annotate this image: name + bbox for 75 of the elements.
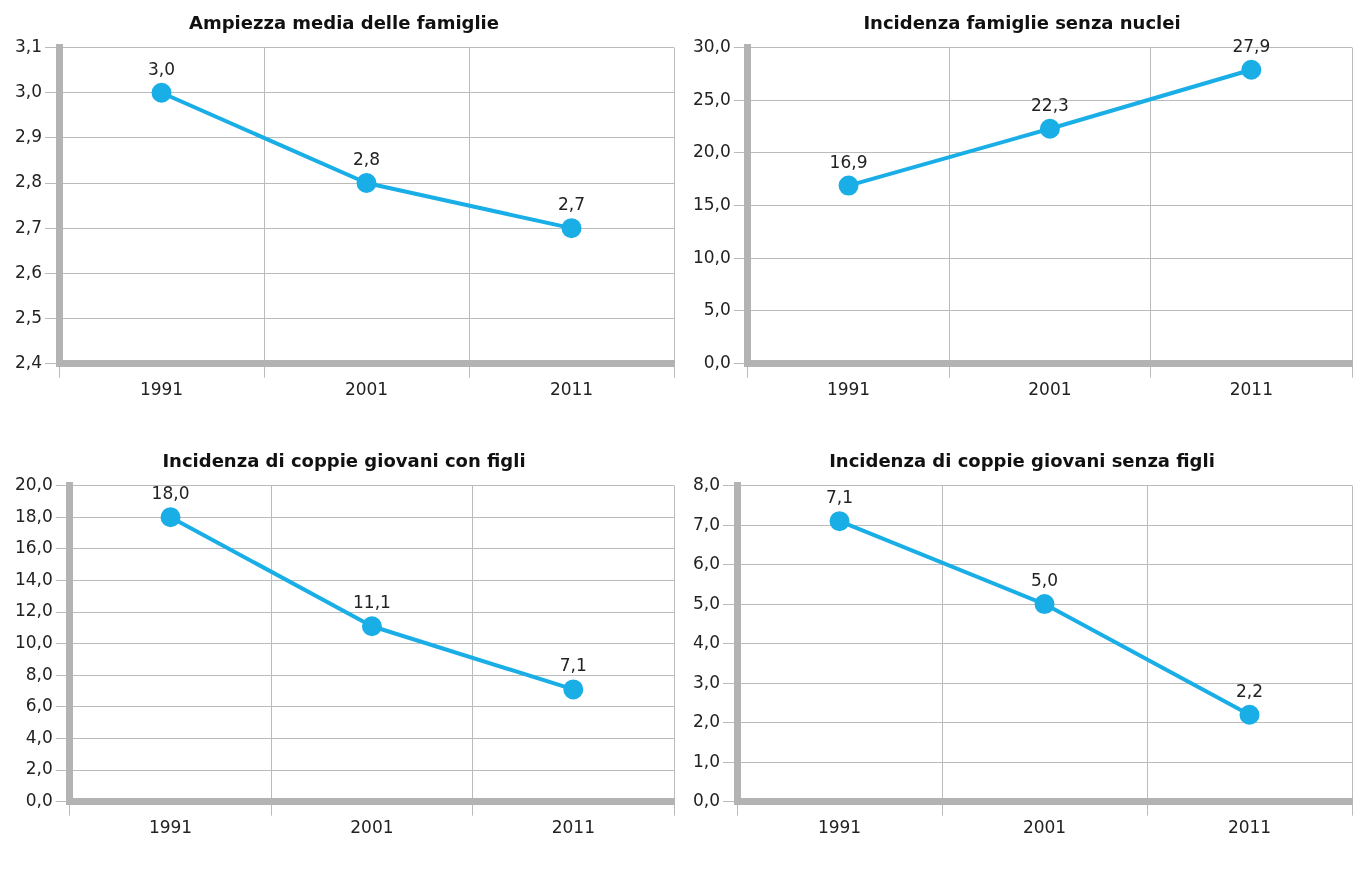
x-tick-label: 2011	[551, 817, 595, 838]
point	[1039, 118, 1060, 139]
data-label: 27,9	[1232, 35, 1271, 56]
y-tick-label: 3,1	[14, 36, 43, 57]
y-tick-label: 30,0	[692, 36, 731, 57]
y-tick-label: 10,0	[692, 246, 731, 267]
x-tick-label: 2001	[1028, 379, 1072, 400]
y-tick-label: 15,0	[692, 194, 731, 215]
x-tick-label: 1991	[817, 817, 862, 838]
point	[1034, 594, 1055, 615]
x-tick-label: 2001	[350, 817, 394, 838]
y-tick-label: 14,0	[14, 568, 53, 589]
chart-title: Incidenza famiglie senza nuclei	[863, 12, 1181, 34]
y-tick-label: 4,0	[25, 726, 53, 747]
data-label: 22,3	[1031, 94, 1069, 115]
y-tick-label: 5,0	[703, 299, 731, 320]
y-tick-label: 2,7	[14, 216, 43, 237]
point	[563, 679, 584, 700]
y-tick-label: 20,0	[692, 141, 731, 162]
x-tick-label: 2011	[1227, 817, 1272, 838]
point	[356, 173, 377, 194]
data-label: 2,7	[557, 194, 586, 215]
data-label: 16,9	[829, 151, 868, 172]
data-label: 5,0	[1030, 570, 1059, 591]
y-tick-label: 12,0	[14, 600, 53, 621]
point	[361, 616, 382, 637]
y-tick-label: 2,6	[14, 261, 43, 282]
point	[1239, 704, 1260, 725]
chart-title: Incidenza di coppie giovani con figli	[162, 450, 526, 472]
x-tick-label: 1991	[139, 379, 184, 400]
y-tick-label: 20,0	[14, 474, 53, 495]
data-label: 7,1	[826, 487, 854, 508]
point	[838, 175, 859, 196]
y-tick-label: 1,0	[692, 750, 721, 771]
x-tick-label: 2011	[549, 379, 594, 400]
data-label: 7,1	[559, 655, 587, 676]
point	[561, 218, 582, 239]
x-tick-label: 2011	[1229, 379, 1273, 400]
y-tick-label: 2,5	[14, 306, 43, 327]
chart-title: Incidenza di coppie giovani senza figli	[829, 450, 1215, 472]
y-tick-label: 2,4	[14, 352, 43, 373]
y-tick-label: 8,0	[25, 663, 53, 684]
x-tick-label: 2001	[1022, 817, 1067, 838]
y-tick-label: 5,0	[692, 592, 721, 613]
y-tick-label: 0,0	[692, 790, 721, 811]
y-tick-label: 2,0	[25, 758, 53, 779]
x-tick-label: 1991	[826, 379, 871, 400]
point	[160, 507, 181, 528]
x-tick-label: 1991	[148, 817, 193, 838]
x-tick-label: 2001	[344, 379, 389, 400]
data-label: 18,0	[151, 483, 190, 504]
y-tick-label: 0,0	[25, 790, 53, 811]
y-tick-label: 6,0	[25, 695, 53, 716]
y-tick-label: 8,0	[692, 474, 721, 495]
y-tick-label: 2,9	[14, 126, 43, 147]
y-tick-label: 3,0	[14, 81, 43, 102]
y-tick-label: 25,0	[692, 88, 731, 109]
y-tick-label: 10,0	[14, 632, 53, 653]
y-tick-label: 2,8	[14, 171, 43, 192]
y-tick-label: 18,0	[14, 505, 53, 526]
y-tick-label: 6,0	[692, 553, 721, 574]
point	[151, 82, 172, 103]
data-label: 2,8	[352, 148, 381, 169]
y-tick-label: 7,0	[692, 513, 721, 534]
y-tick-label: 0,0	[703, 352, 731, 373]
y-tick-label: 4,0	[692, 632, 721, 653]
data-label: 11,1	[353, 592, 391, 613]
data-label: 3,0	[148, 58, 176, 79]
point	[829, 511, 850, 532]
chart-title: Ampiezza media delle famiglie	[189, 12, 499, 34]
y-tick-label: 16,0	[14, 537, 53, 558]
y-tick-label: 3,0	[692, 671, 721, 692]
y-tick-label: 2,0	[692, 711, 721, 732]
point	[1241, 59, 1262, 80]
data-label: 2,2	[1235, 680, 1264, 701]
